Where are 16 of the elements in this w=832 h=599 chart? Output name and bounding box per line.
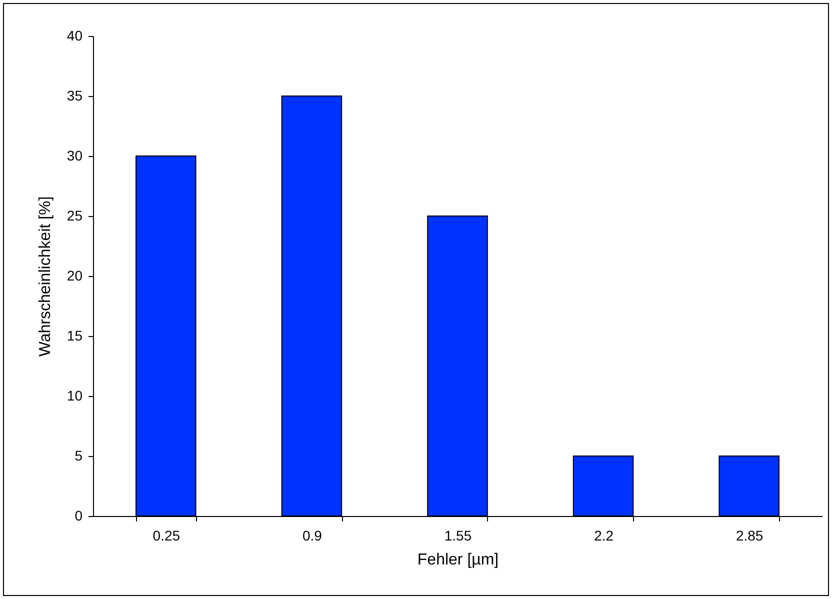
x-tick-label: 2.85 (736, 528, 764, 544)
y-tick-label: 40 (66, 28, 83, 44)
x-tick-label: 0.25 (152, 528, 180, 544)
y-tick-label: 30 (66, 148, 83, 164)
y-tick-label: 20 (66, 268, 83, 284)
x-tick-label: 0.9 (302, 528, 322, 544)
y-tick-label: 15 (66, 328, 83, 344)
y-tick-label: 35 (66, 88, 83, 104)
y-tick-label: 5 (74, 448, 83, 464)
x-tick-label: 1.55 (444, 528, 472, 544)
y-tick-label: 0 (74, 508, 83, 524)
y-axis-title: Wahrscheinlichkeit [%] (36, 196, 54, 357)
y-tick-label: 10 (66, 388, 83, 404)
y-tick-label: 25 (66, 208, 83, 224)
x-axis-title: Fehler [µm] (417, 552, 499, 568)
x-tick-label: 2.2 (594, 528, 614, 544)
